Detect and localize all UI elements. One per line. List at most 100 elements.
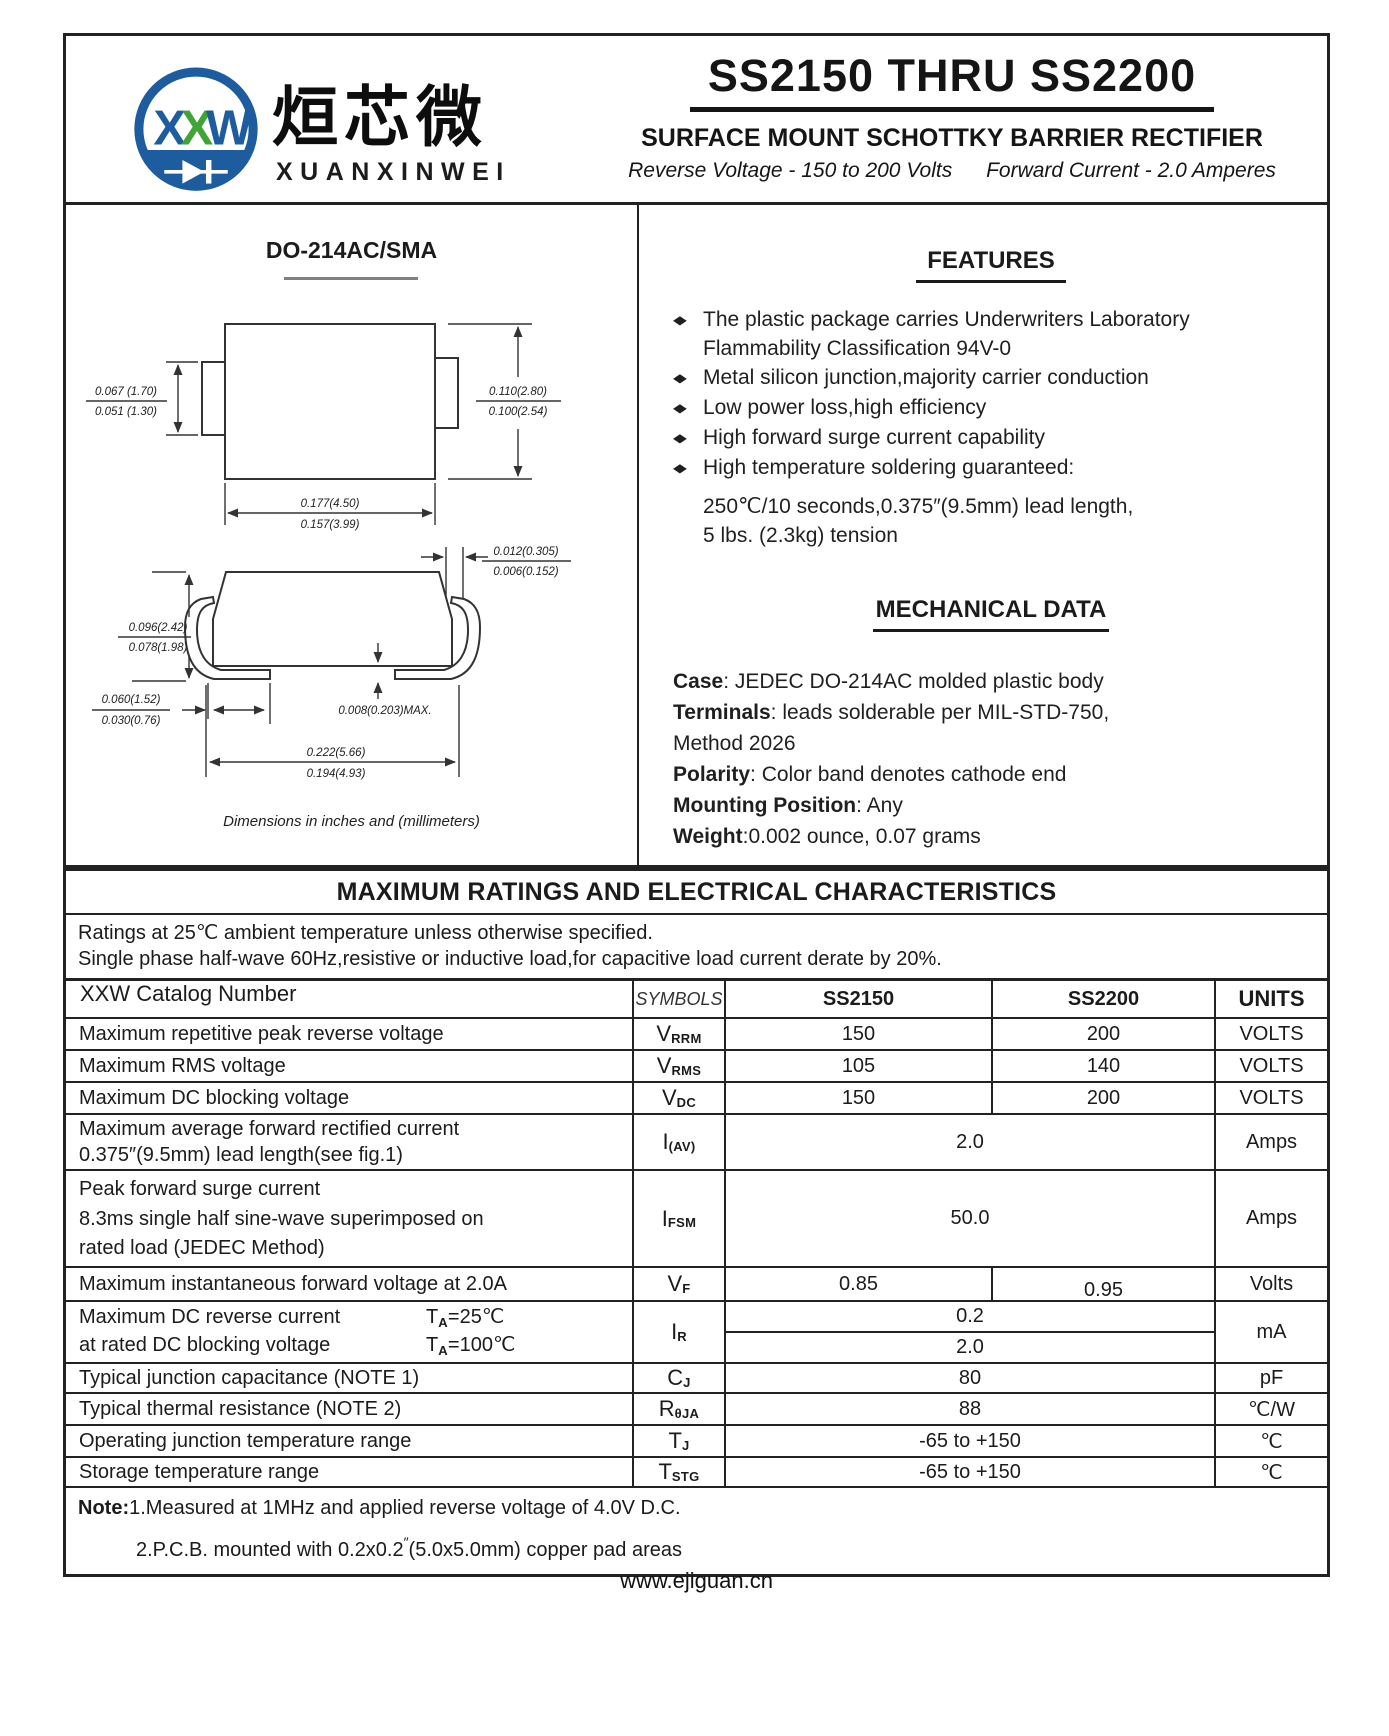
mechanical-label: Mounting Position (673, 794, 857, 817)
symbol-subscript: RMS (671, 1062, 702, 1078)
symbol-subscript: STG (671, 1468, 700, 1484)
note-text-2b: (5.0x5.0mm) copper pad areas (408, 1539, 683, 1561)
dim-lead-thickness-min: 0.006(0.152) (493, 566, 558, 578)
units-cell: ℃ (1260, 1430, 1283, 1453)
left-lead-profile (183, 595, 271, 680)
notes-box: Note:1.Measured at 1MHz and applied reve… (66, 1488, 1327, 1574)
mechanical-line: Mounting Position: Any (673, 790, 1309, 821)
param-cell: Maximum instantaneous forward voltage at… (66, 1268, 634, 1300)
symbol-subscript: FSM (667, 1215, 697, 1230)
feature-text: Metal silicon junction,majority carrier … (703, 363, 1149, 393)
subtitle: SURFACE MOUNT SCHOTTKY BARRIER RECTIFIER (641, 124, 1263, 152)
symbol-subscript: J (683, 1374, 691, 1390)
value-cell-ss2200: 200 (993, 1019, 1216, 1049)
footer-website: www.ejiguan.cn (620, 1568, 773, 1593)
param-line: Maximum DC blocking voltage (79, 1087, 350, 1109)
symbol-base: R (658, 1396, 675, 1421)
value-cell-span: 80 (726, 1364, 1216, 1392)
symbol-base: I (671, 1319, 678, 1344)
units-cell: pF (1259, 1366, 1284, 1389)
param-cell: Maximum average forward rectified curren… (66, 1115, 634, 1169)
note-line-2: 2.P.C.B. mounted with 0.2x0.2″(5.0x5.0mm… (78, 1529, 1315, 1564)
ratings-section: MAXIMUM RATINGS AND ELECTRICAL CHARACTER… (63, 868, 1330, 1577)
value-cell-ss2200: 0.95 (993, 1268, 1216, 1301)
table-row: Maximum average forward rectified curren… (66, 1115, 1327, 1171)
diamond-bullet-icon: ◆ (673, 313, 687, 327)
param-cell: Typical junction capacitance (NOTE 1) (66, 1364, 634, 1392)
param-line: rated load (JEDEC Method) (79, 1237, 325, 1260)
symbol-cell: I FSM (634, 1171, 726, 1266)
units-cell: VOLTS (1239, 1022, 1304, 1045)
symbol-base: V (661, 1085, 677, 1110)
table-row: Maximum instantaneous forward voltage at… (66, 1268, 1327, 1302)
feature-line: Metal silicon junction,majority carrier … (703, 366, 1149, 389)
note-text-2: 2.P.C.B. mounted with 0.2x0.2 (136, 1539, 404, 1561)
mechanical-label: Weight (673, 825, 743, 848)
diamond-bullet-icon: ◆ (673, 401, 687, 415)
param-cell: Storage temperature range (66, 1458, 634, 1486)
mechanical-line: Terminals: leads solderable per MIL-STD-… (673, 697, 1309, 728)
table-row: Peak forward surge current 8.3ms single h… (66, 1171, 1327, 1268)
company-name-en: XUANXINWEI (276, 158, 511, 186)
company-logo-icon: X X W (134, 67, 258, 191)
feature-item: ◆ High forward surge current capability (673, 423, 1309, 453)
mechanical-line: Polarity: Color band denotes cathode end (673, 759, 1309, 790)
param-cell: Maximum repetitive peak reverse voltage (66, 1019, 634, 1049)
symbol-cell: I (AV) (634, 1115, 726, 1169)
feature-line: Flammability Classification 94V-0 (703, 337, 1012, 360)
symbol-subscript: (AV) (668, 1138, 696, 1154)
dim-standoff: 0.008(0.203)MAX. (338, 705, 431, 717)
value-cell-ss2150: 0.85 (726, 1268, 993, 1300)
diamond-bullet-icon: ◆ (673, 371, 687, 385)
package-side-view-drawing: 0.012(0.305) 0.006(0.152) 0.008(0.203)MA… (92, 546, 571, 780)
symbol-base: V (656, 1053, 672, 1078)
left-lead (201, 361, 226, 436)
feature-line: Low power loss,high efficiency (703, 396, 987, 419)
ratings-table-body: Maximum repetitive peak reverse voltage V… (66, 1019, 1327, 1488)
mechanical-title: MECHANICAL DATA (875, 596, 1107, 623)
logo-monogram-x2: X (181, 102, 214, 156)
mechanical-label: Terminals (673, 701, 771, 724)
dim-body-width-min: 0.157(3.99) (301, 519, 360, 531)
mechanical-text: : leads solderable per MIL-STD-750, (770, 701, 1110, 724)
symbol-base: T (668, 1428, 682, 1453)
symbol-subscript: F (682, 1280, 691, 1296)
dim-overall-width-max: 0.222(5.66) (307, 747, 366, 759)
param-condition-line: at rated DC blocking voltage T A =100℃ (79, 1333, 632, 1359)
stacked-value-row: 0.2 (726, 1302, 1214, 1333)
value-cell-span: -65 to +150 (726, 1458, 1216, 1486)
mechanical-text: : JEDEC DO-214AC molded plastic body (723, 670, 1104, 693)
symbol-cell: V RMS (634, 1051, 726, 1081)
table-row: Operating junction temperature range T J -6… (66, 1426, 1327, 1458)
table-row: Storage temperature range T STG -65 to +150… (66, 1458, 1327, 1488)
value-cell-span: 88 (726, 1394, 1216, 1424)
table-row: Maximum DC blocking voltage V DC 150 200 VOLT… (66, 1083, 1327, 1115)
symbol-base: I (662, 1129, 669, 1154)
table-row: Typical junction capacitance (NOTE 1) C J 8… (66, 1364, 1327, 1394)
value-cell-ss2200: 200 (993, 1083, 1216, 1113)
feature-item: ◆ The plastic package carries Underwriter… (673, 305, 1309, 363)
diode-symbol-icon (164, 160, 228, 184)
feature-line: 5 lbs. (2.3kg) tension (703, 524, 898, 547)
features-panel: FEATURES ◆ The plastic package carries Un… (639, 205, 1327, 865)
param-text: at rated DC blocking voltage (79, 1334, 331, 1357)
mechanical-line: Method 2026 (673, 728, 1309, 759)
feature-item: ◆ Metal silicon junction,majority carrier… (673, 363, 1309, 393)
value-cell-ss2150: 150 (726, 1083, 993, 1113)
diamond-bullet-icon: ◆ (673, 431, 687, 445)
logo-monogram-x1: X (153, 102, 186, 156)
dim-profile-height-max: 0.096(2.42) (129, 622, 188, 634)
units-cell: VOLTS (1239, 1054, 1304, 1077)
dim-foot-length-min: 0.030(0.76) (102, 715, 161, 727)
mechanical-text: :0.002 ounce, 0.07 grams (742, 825, 981, 848)
units-cell: Volts (1249, 1272, 1294, 1295)
condition-subscript: A (438, 1343, 448, 1359)
mechanical-label: Case (673, 670, 724, 693)
units-cell: Amps (1245, 1207, 1298, 1229)
table-row: Maximum repetitive peak reverse voltage V… (66, 1019, 1327, 1051)
param-cell: Maximum DC reverse current T A =25℃ at rated… (66, 1302, 634, 1362)
value-cell-ss2150: 150 (726, 1019, 993, 1049)
